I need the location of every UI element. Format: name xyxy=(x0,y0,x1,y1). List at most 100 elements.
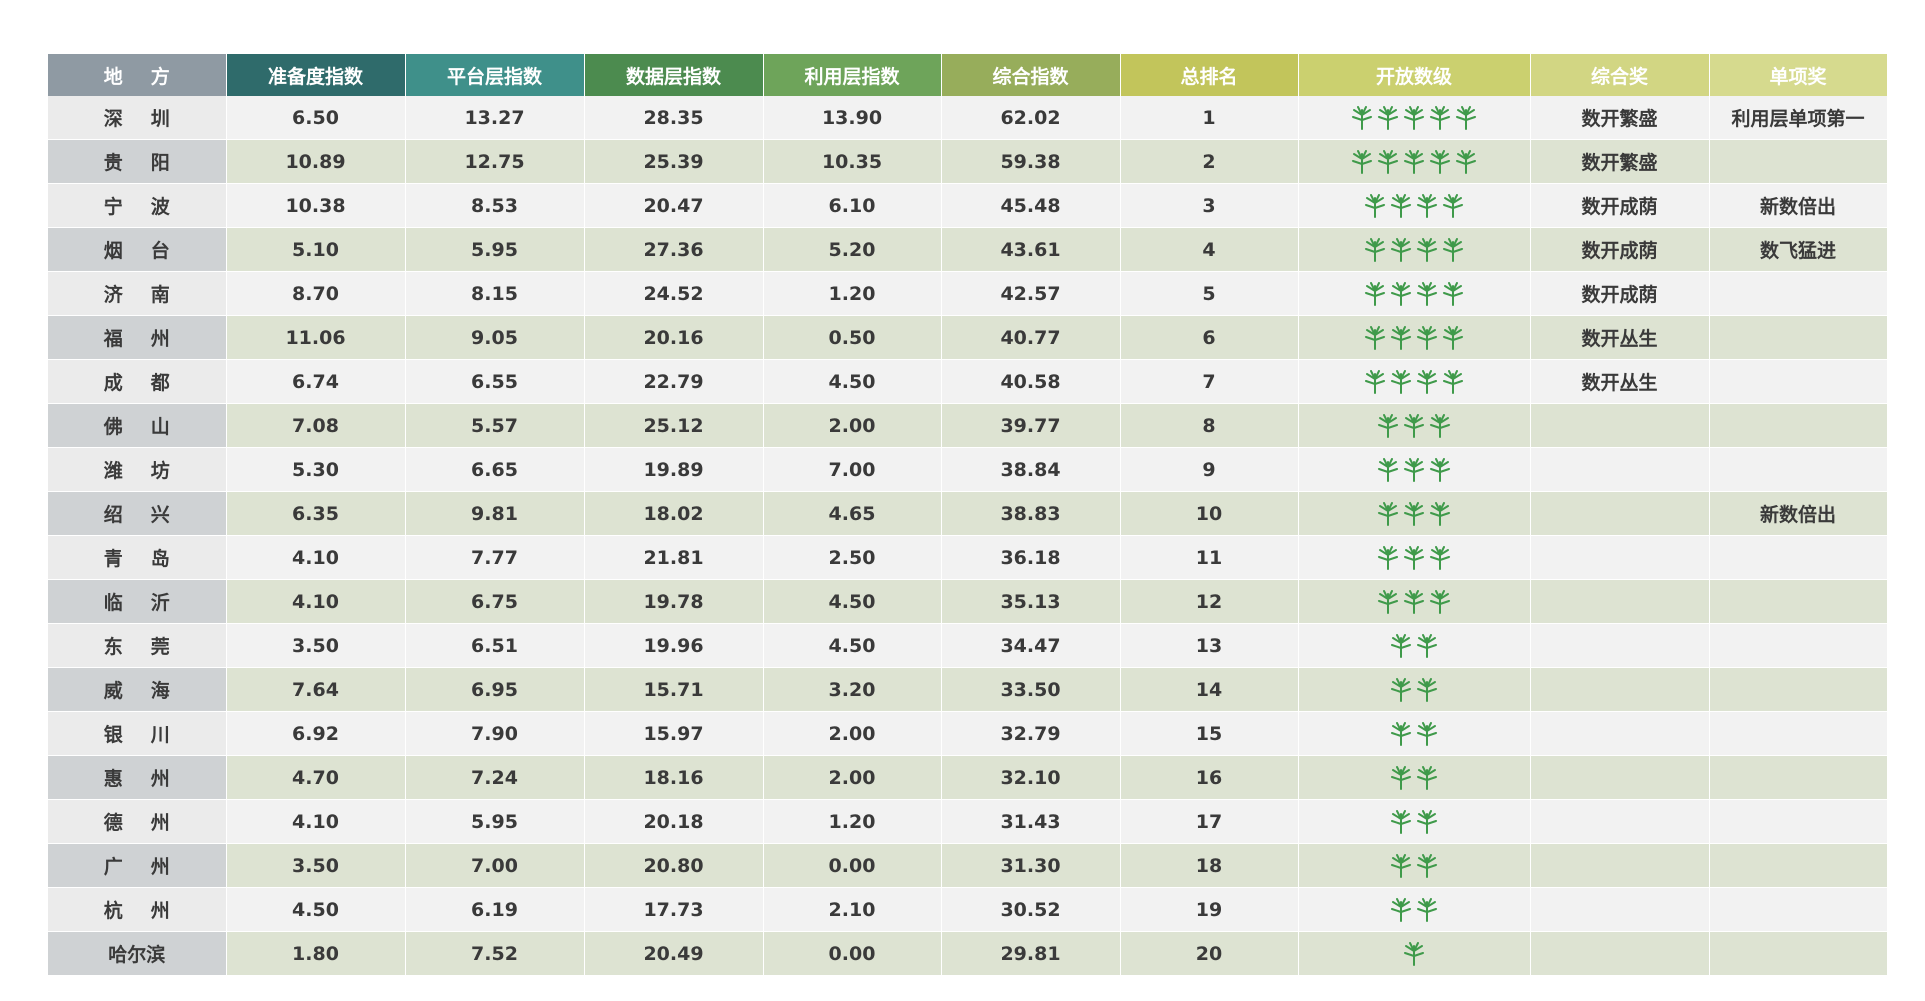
open-level-cell xyxy=(1298,887,1531,932)
data-cell: 1.20 xyxy=(763,271,942,316)
empty-cell xyxy=(1530,535,1710,580)
data-cell: 7.00 xyxy=(763,447,942,492)
data-cell: 0.50 xyxy=(763,315,942,360)
data-cell: 数开繁盛 xyxy=(1530,96,1710,140)
sprout-icon xyxy=(1417,281,1437,306)
data-cell: 43.61 xyxy=(941,227,1121,272)
data-cell: 7 xyxy=(1120,359,1299,404)
header-cell: 准备度指数 xyxy=(226,54,406,96)
data-cell: 6.75 xyxy=(405,579,585,624)
empty-cell xyxy=(1709,315,1888,360)
place-cell: 佛山 xyxy=(48,403,227,448)
data-cell: 8.70 xyxy=(226,271,406,316)
open-level-cell xyxy=(1298,755,1531,800)
sprout-icon xyxy=(1417,677,1437,702)
open-level-cell xyxy=(1298,359,1531,404)
sprout-icon xyxy=(1430,413,1450,438)
data-cell: 5.20 xyxy=(763,227,942,272)
empty-cell xyxy=(1709,711,1888,756)
data-cell: 数开繁盛 xyxy=(1530,139,1710,184)
open-level-cell xyxy=(1298,447,1531,492)
place-cell: 成都 xyxy=(48,359,227,404)
sprout-icon xyxy=(1417,193,1437,218)
data-cell: 40.58 xyxy=(941,359,1121,404)
data-cell: 6 xyxy=(1120,315,1299,360)
empty-cell xyxy=(1530,491,1710,536)
data-cell: 1.80 xyxy=(226,931,406,976)
sprout-icon xyxy=(1391,809,1411,834)
header-cell: 平台层指数 xyxy=(405,54,585,96)
table-row: 深圳 6.50 13.27 28.35 13.90 62.02 1 数开繁盛 利用层单项第一 xyxy=(48,96,1888,140)
place-cell: 绍兴 xyxy=(48,491,227,536)
data-cell: 28.35 xyxy=(584,96,764,140)
data-cell: 0.00 xyxy=(763,843,942,888)
sprout-icon xyxy=(1378,149,1398,174)
sprout-icon xyxy=(1352,149,1372,174)
data-cell: 7.77 xyxy=(405,535,585,580)
data-cell: 4.50 xyxy=(763,579,942,624)
empty-cell xyxy=(1530,711,1710,756)
data-cell: 5.95 xyxy=(405,799,585,844)
data-cell: 21.81 xyxy=(584,535,764,580)
sprout-icon xyxy=(1404,545,1424,570)
data-cell: 6.95 xyxy=(405,667,585,712)
data-cell: 42.57 xyxy=(941,271,1121,316)
header-cell: 单项奖 xyxy=(1709,54,1888,96)
open-level-cell xyxy=(1298,315,1531,360)
data-cell: 2.00 xyxy=(763,403,942,448)
data-cell: 9 xyxy=(1120,447,1299,492)
empty-cell xyxy=(1530,579,1710,624)
data-cell: 2 xyxy=(1120,139,1299,184)
sprout-icon xyxy=(1378,457,1398,482)
open-level-cell xyxy=(1298,711,1531,756)
empty-cell xyxy=(1530,843,1710,888)
header-cell: 总排名 xyxy=(1120,54,1299,96)
data-cell: 4.70 xyxy=(226,755,406,800)
data-cell: 4.10 xyxy=(226,579,406,624)
empty-cell xyxy=(1709,843,1888,888)
data-cell: 12 xyxy=(1120,579,1299,624)
data-cell: 4.50 xyxy=(763,623,942,668)
open-level-cell xyxy=(1298,271,1531,316)
header-cell: 综合奖 xyxy=(1530,54,1710,96)
empty-cell xyxy=(1709,447,1888,492)
data-cell: 数开成荫 xyxy=(1530,271,1710,316)
empty-cell xyxy=(1709,887,1888,932)
data-cell: 7.08 xyxy=(226,403,406,448)
data-cell: 9.81 xyxy=(405,491,585,536)
place-cell: 广州 xyxy=(48,843,227,888)
data-cell: 32.79 xyxy=(941,711,1121,756)
data-cell: 7.90 xyxy=(405,711,585,756)
place-cell: 德州 xyxy=(48,799,227,844)
table-row: 福州 11.06 9.05 20.16 0.50 40.77 6 数开丛生 xyxy=(48,315,1888,360)
data-cell: 3.50 xyxy=(226,843,406,888)
place-cell: 烟台 xyxy=(48,227,227,272)
sprout-icon xyxy=(1378,545,1398,570)
data-cell: 8.15 xyxy=(405,271,585,316)
data-cell: 6.19 xyxy=(405,887,585,932)
sprout-icon xyxy=(1456,149,1476,174)
sprout-icon xyxy=(1417,809,1437,834)
data-cell: 35.13 xyxy=(941,579,1121,624)
data-cell: 6.65 xyxy=(405,447,585,492)
sprout-icon xyxy=(1391,237,1411,262)
data-cell: 14 xyxy=(1120,667,1299,712)
data-cell: 7.52 xyxy=(405,931,585,976)
table-row: 杭州 4.50 6.19 17.73 2.10 30.52 19 xyxy=(48,887,1888,932)
place-cell: 深圳 xyxy=(48,96,227,140)
table-body: 深圳 6.50 13.27 28.35 13.90 62.02 1 数开繁盛 利用层单项第一 贵阳… xyxy=(48,96,1888,976)
sprout-icon xyxy=(1430,589,1450,614)
table-row: 贵阳 10.89 12.75 25.39 10.35 59.38 2 数开繁盛 xyxy=(48,139,1888,184)
place-cell: 杭州 xyxy=(48,887,227,932)
place-cell: 贵阳 xyxy=(48,139,227,184)
data-cell: 1 xyxy=(1120,96,1299,140)
sprout-icon xyxy=(1417,237,1437,262)
sprout-icon xyxy=(1404,501,1424,526)
sprout-icon xyxy=(1417,765,1437,790)
table-row: 东莞 3.50 6.51 19.96 4.50 34.47 13 xyxy=(48,623,1888,668)
table-row: 潍坊 5.30 6.65 19.89 7.00 38.84 9 xyxy=(48,447,1888,492)
data-cell: 13.27 xyxy=(405,96,585,140)
header-cell: 利用层指数 xyxy=(763,54,942,96)
data-cell: 10.35 xyxy=(763,139,942,184)
place-cell: 威海 xyxy=(48,667,227,712)
